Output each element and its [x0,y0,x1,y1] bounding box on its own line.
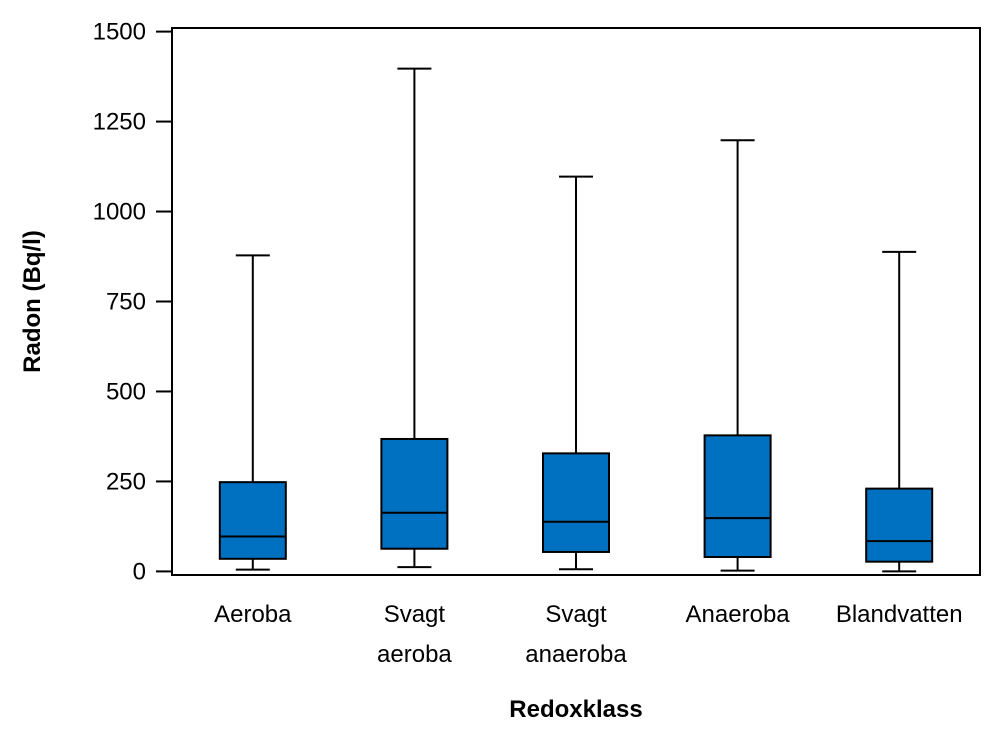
y-tick-label: 250 [106,468,146,495]
x-axis-category-labels: Aeroba Svagt aeroba Svagt anaeroba Anaeroba Bl… [214,601,962,668]
y-tick-label: 500 [106,378,146,405]
box-0 [218,254,287,571]
y-tick-label: 1000 [93,199,146,226]
iqr-box [218,481,287,560]
y-tick-label: 1500 [93,19,146,46]
x-category-label: Blandvatten [836,601,963,628]
plot-frame [171,27,981,576]
iqr-box [865,487,934,563]
y-tick-label: 750 [106,289,146,316]
iqr-box [542,452,610,553]
x-axis-title: Redoxklass [509,696,642,723]
y-axis-title: Radon (Bq/l) [19,230,46,373]
x-category-label: Svagt [545,601,607,628]
x-category-label: Svagt [384,601,446,628]
x-category-label: Anaeroba [686,601,791,628]
box-2 [542,175,610,571]
x-category-label: Aeroba [214,601,292,628]
box-4 [865,250,934,573]
box-3 [703,139,772,572]
y-tick-label: 0 [133,558,146,585]
y-tick-label: 1250 [93,109,146,136]
iqr-box [380,437,449,550]
iqr-box [703,434,772,559]
box-1 [380,67,449,569]
x-category-label: aeroba [377,641,452,668]
x-category-label: anaeroba [525,641,627,668]
box-series [218,67,934,573]
y-axis-ticks: 0 250 500 750 1000 1250 1500 [93,19,172,585]
